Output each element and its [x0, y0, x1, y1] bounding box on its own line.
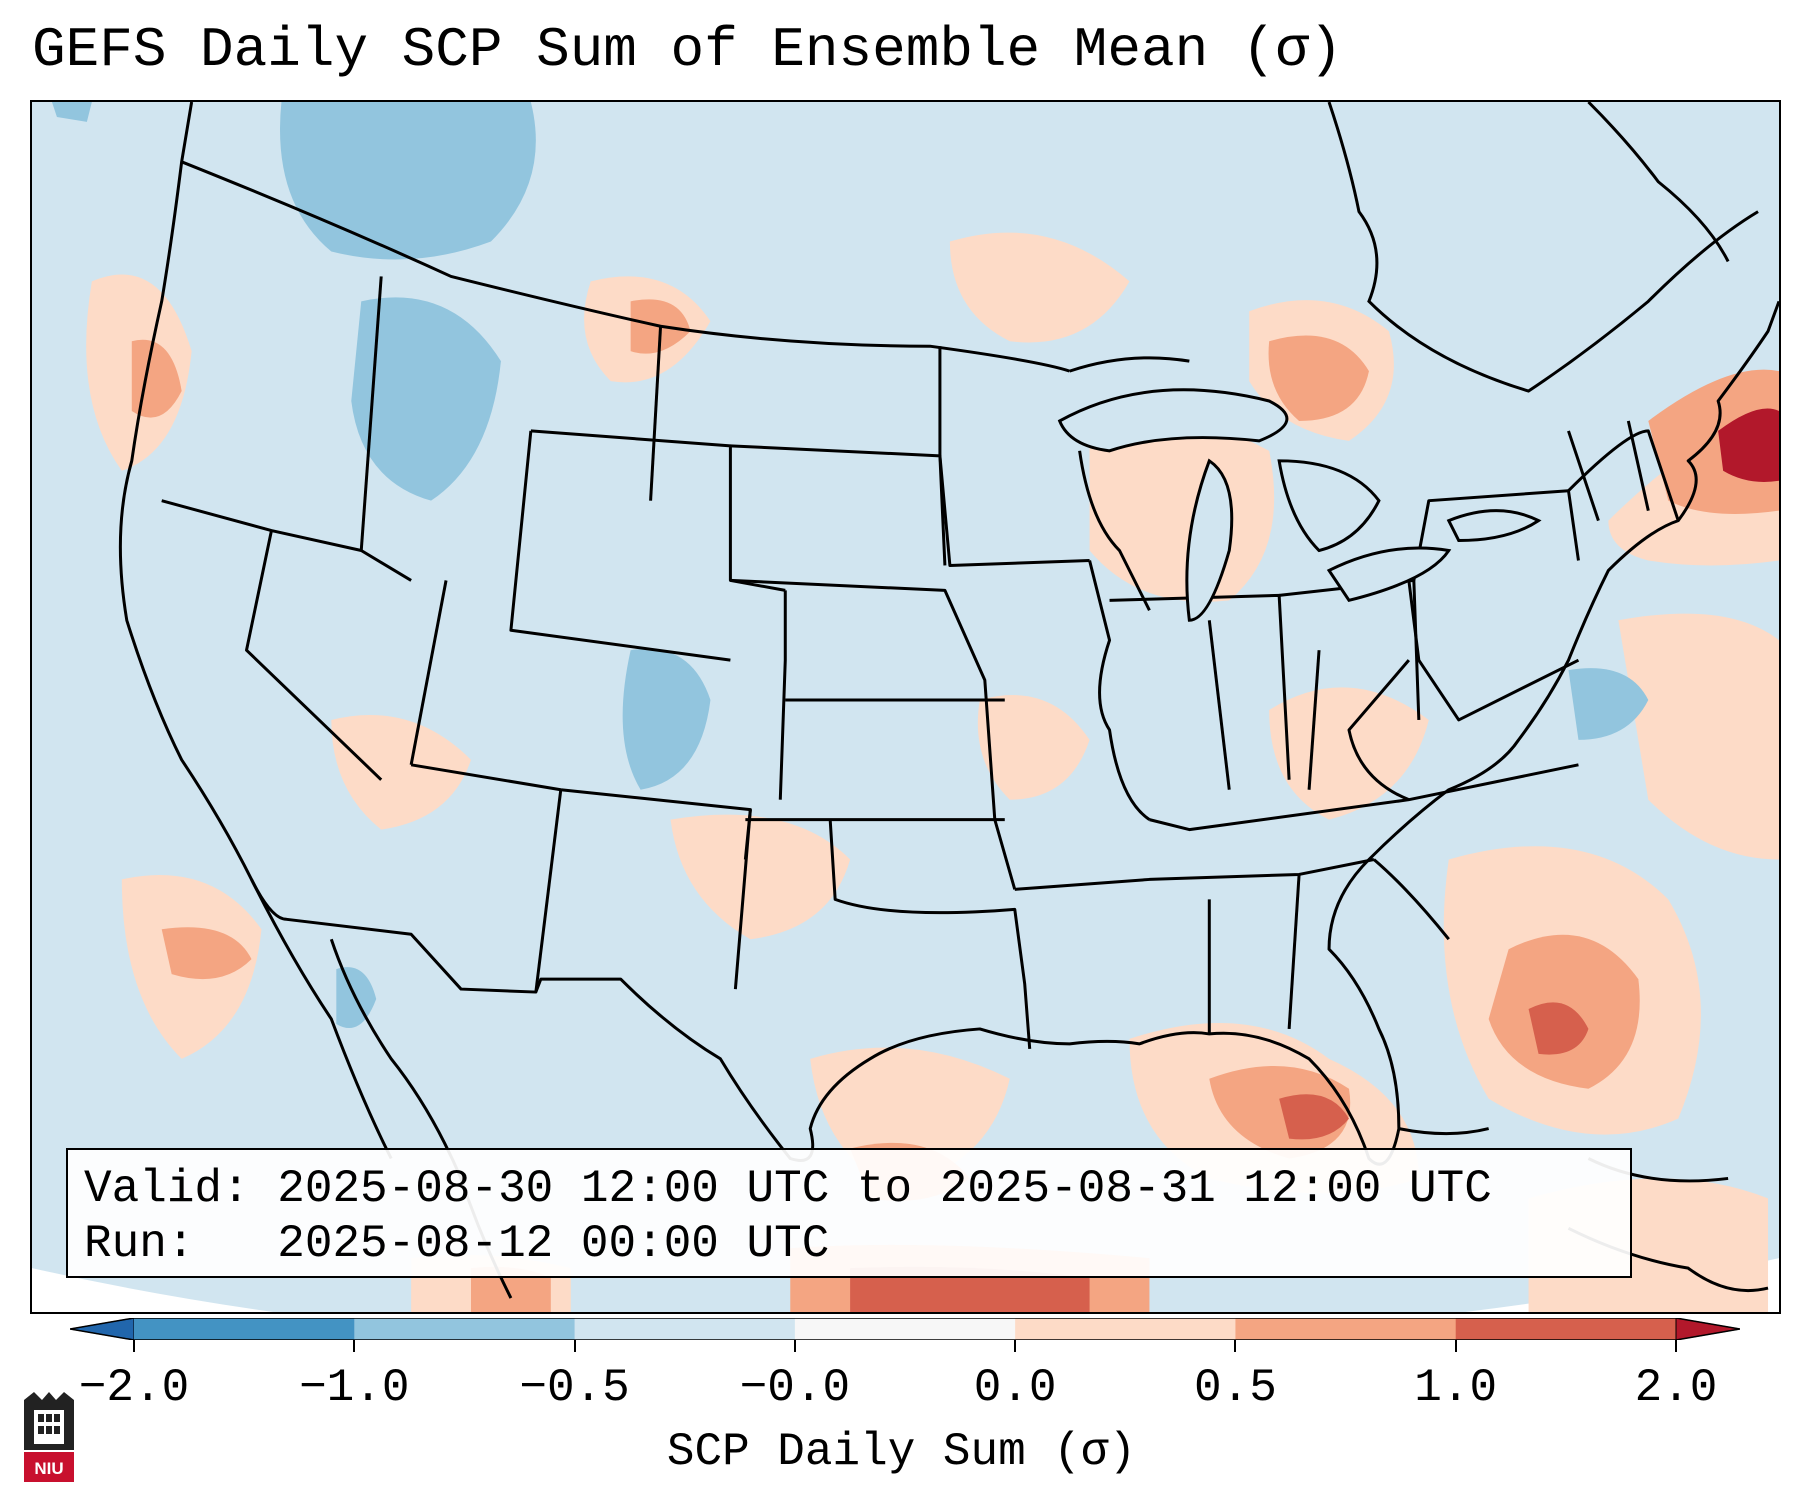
logo-text: NIU: [34, 1459, 63, 1478]
colorbar-segment: [1015, 1318, 1236, 1340]
validity-info-box: Valid: 2025-08-30 12:00 UTC to 2025-08-3…: [66, 1148, 1632, 1278]
colorbar-extend-low: [70, 1318, 135, 1340]
colorbar-extend-high: [1675, 1318, 1740, 1340]
colorbar-segments: [70, 1318, 1740, 1340]
colorbar-tick-label: −1.0: [299, 1362, 410, 1414]
colorbar-tick-label: 1.0: [1414, 1362, 1498, 1414]
anomaly-negative-layer: [51, 102, 1649, 1029]
colorbar: [70, 1318, 1740, 1340]
colorbar-label: SCP Daily Sum (σ): [666, 1426, 1137, 1478]
colorbar-tick-label: 0.0: [973, 1362, 1057, 1414]
colorbar-segment: [1455, 1318, 1677, 1340]
colorbar-segment: [354, 1318, 576, 1340]
colorbar-tick-mark: [1675, 1340, 1677, 1352]
valid-time-text: Valid: 2025-08-30 12:00 UTC to 2025-08-3…: [84, 1163, 1492, 1215]
niu-logo: NIU: [24, 1392, 74, 1482]
state-boundaries: [118, 102, 1779, 1166]
great-lakes: [1057, 388, 1542, 622]
map-panel: [30, 100, 1781, 1314]
colorbar-tick-label: −0.0: [739, 1362, 851, 1414]
colorbar-tick-mark: [133, 1340, 135, 1352]
colorbar-tick-label: −0.5: [519, 1362, 630, 1414]
colorbar-segment: [134, 1318, 355, 1340]
map-canvas: [32, 102, 1779, 1312]
colorbar-segment: [794, 1318, 1016, 1340]
colorbar-tick-mark: [1454, 1340, 1457, 1352]
colorbar-segment: [574, 1318, 796, 1340]
colorbar-segment: [1235, 1318, 1457, 1340]
colorbar-tick-label: 2.0: [1634, 1362, 1718, 1414]
colorbar-tick-mark: [1234, 1340, 1237, 1352]
colorbar-tick-mark: [793, 1340, 796, 1352]
map-title: GEFS Daily SCP Sum of Ensemble Mean (σ): [32, 18, 1343, 82]
colorbar-tick-mark: [1014, 1340, 1017, 1352]
colorbar-tick-mark: [353, 1340, 356, 1352]
colorbar-tick-mark: [573, 1340, 576, 1352]
run-time-text: Run: 2025-08-12 00:00 UTC: [84, 1218, 830, 1270]
colorbar-tick-label: −2.0: [78, 1362, 190, 1414]
colorbar-tick-label: 0.5: [1194, 1362, 1277, 1414]
